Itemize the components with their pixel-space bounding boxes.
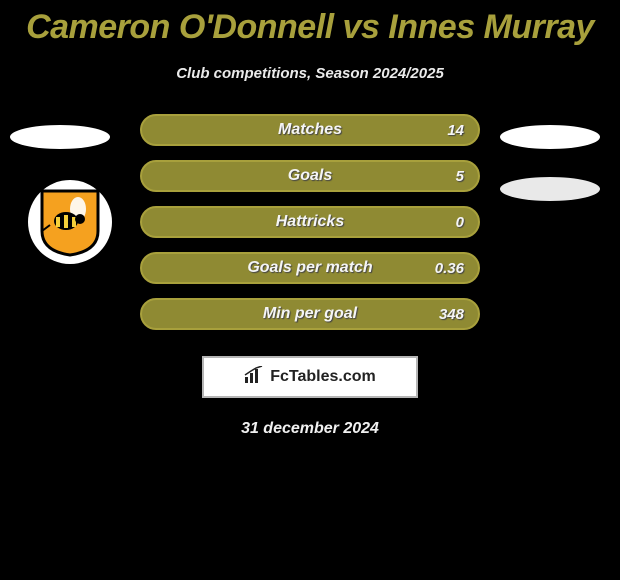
date-label: 31 december 2024 <box>0 420 620 438</box>
club-badge-icon <box>38 187 102 257</box>
stat-value: 0.36 <box>435 260 464 277</box>
avatar-placeholder-right-2 <box>500 177 600 201</box>
stat-label: Hattricks <box>276 213 344 231</box>
stat-row-min-per-goal: Min per goal 348 <box>140 298 480 330</box>
stat-value: 14 <box>447 122 464 139</box>
stat-value: 0 <box>456 214 464 231</box>
brand-text: FcTables.com <box>270 368 376 386</box>
stat-row-hattricks: Hattricks 0 <box>140 206 480 238</box>
page-subtitle: Club competitions, Season 2024/2025 <box>0 65 620 82</box>
stat-label: Matches <box>278 121 342 139</box>
chart-icon <box>244 366 264 389</box>
stats-table: Matches 14 Goals 5 Hattricks 0 Goals per… <box>140 114 480 330</box>
avatar-placeholder-left <box>10 125 110 149</box>
avatar-placeholder-right-1 <box>500 125 600 149</box>
page-title: Cameron O'Donnell vs Innes Murray <box>0 0 620 47</box>
brand-box: FcTables.com <box>202 356 418 398</box>
stat-label: Goals <box>288 167 332 185</box>
stat-row-matches: Matches 14 <box>140 114 480 146</box>
stat-label: Goals per match <box>247 259 372 277</box>
stat-row-goals-per-match: Goals per match 0.36 <box>140 252 480 284</box>
stat-value: 5 <box>456 168 464 185</box>
stat-row-goals: Goals 5 <box>140 160 480 192</box>
club-badge <box>28 180 112 264</box>
stat-label: Min per goal <box>263 305 357 323</box>
stat-value: 348 <box>439 306 464 323</box>
